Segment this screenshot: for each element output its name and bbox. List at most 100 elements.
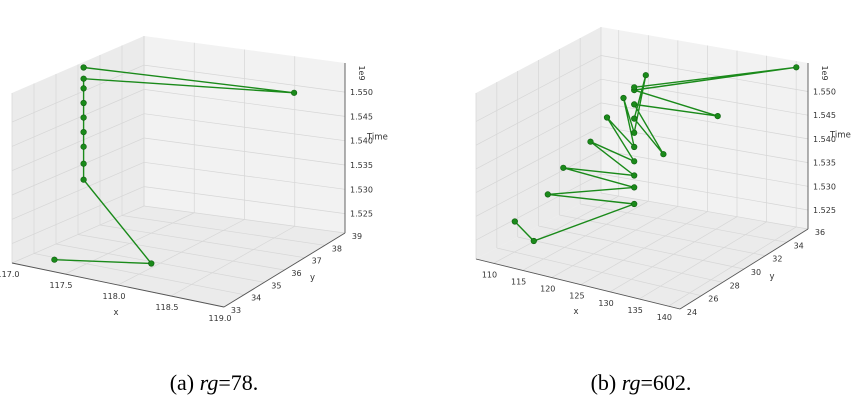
x-tick-label: 118.5 bbox=[156, 303, 179, 312]
x-axis-line bbox=[475, 258, 681, 310]
data-point bbox=[631, 101, 638, 108]
x-tick-label: 117.5 bbox=[50, 281, 73, 290]
y-tick-label: 39 bbox=[352, 232, 362, 241]
z-tick-label: 1.540 bbox=[813, 135, 836, 144]
data-point bbox=[603, 114, 611, 121]
data-point bbox=[80, 129, 87, 136]
data-point bbox=[631, 129, 638, 136]
panel-a: 117.0 117.5 118.0 118.5 119.033 34 35 36 37 38 39 1… bbox=[0, 36, 388, 323]
data-point bbox=[80, 143, 87, 150]
grid-y-floor bbox=[121, 215, 325, 246]
grid-y-floor bbox=[55, 243, 265, 283]
y-tick-label: 34 bbox=[251, 294, 261, 303]
z-tick-label: 1.525 bbox=[350, 210, 373, 219]
z-tick-label: 1.550 bbox=[350, 88, 373, 97]
y-tick-label: 26 bbox=[708, 295, 718, 304]
z-scale-offset: 1e9 bbox=[357, 65, 366, 80]
grid-y-floor bbox=[538, 225, 745, 270]
z-tick-label: 1.530 bbox=[350, 185, 373, 194]
data-point bbox=[620, 94, 627, 102]
y-axis-label: y bbox=[310, 273, 315, 283]
z-tick-label: 1.545 bbox=[350, 112, 373, 121]
x-tick-label: 119.0 bbox=[209, 314, 232, 323]
z-scale-offset: 1e9 bbox=[820, 65, 829, 80]
y-axis-label: y bbox=[769, 272, 774, 282]
data-point bbox=[530, 237, 537, 245]
data-point bbox=[631, 184, 638, 191]
x-axis-line bbox=[11, 262, 225, 308]
data-point bbox=[80, 64, 87, 71]
grid-z bbox=[11, 64, 346, 123]
data-point bbox=[80, 75, 87, 82]
grid-y-floor bbox=[600, 192, 809, 230]
grid-z bbox=[11, 113, 346, 172]
x-tick-label: 125 bbox=[569, 292, 584, 301]
y-axis-line bbox=[223, 232, 346, 308]
data-point bbox=[511, 218, 518, 225]
data-point bbox=[631, 158, 638, 165]
y-tick-label: 24 bbox=[687, 308, 697, 317]
panel-b: 110 115 120 125 130 135 140 24 26 28 30 32 34 36 1.525… bbox=[475, 27, 851, 322]
grid-z bbox=[11, 186, 346, 244]
x-tick-label: 130 bbox=[598, 299, 613, 308]
z-axis-label: Time bbox=[829, 131, 851, 141]
data-point bbox=[148, 260, 155, 267]
data-point bbox=[80, 176, 87, 183]
y-axis-line bbox=[679, 228, 809, 310]
data-point bbox=[560, 164, 567, 171]
x-axis-label: x bbox=[113, 308, 118, 318]
data-point bbox=[80, 160, 87, 167]
pane-back bbox=[601, 27, 808, 229]
z-tick-label: 1.525 bbox=[813, 206, 836, 215]
caption-b: (b) rg=602. bbox=[591, 370, 692, 395]
y-tick-label: 36 bbox=[291, 269, 301, 278]
x-tick-label: 120 bbox=[540, 285, 555, 294]
data-point bbox=[793, 64, 800, 71]
z-tick-label: 1.535 bbox=[813, 159, 836, 168]
grid-y-floor bbox=[559, 214, 766, 257]
data-point bbox=[291, 89, 298, 96]
x-tick-label: 135 bbox=[628, 306, 643, 315]
y-tick-label: 32 bbox=[772, 255, 782, 264]
pane-floor bbox=[476, 193, 808, 309]
grid-y-floor bbox=[143, 205, 346, 234]
z-axis-label: Time bbox=[366, 133, 388, 143]
data-point bbox=[631, 200, 638, 208]
z-tick-label: 1.545 bbox=[813, 111, 836, 120]
grid-z bbox=[475, 173, 809, 241]
y-tick-label: 36 bbox=[815, 228, 825, 237]
y-tick-label: 30 bbox=[751, 268, 761, 277]
grid-y-floor bbox=[496, 247, 702, 297]
z-tick-label: 1.530 bbox=[813, 182, 836, 191]
grid-z bbox=[11, 89, 346, 147]
grid-y-floor bbox=[580, 203, 787, 243]
y-tick-label: 37 bbox=[312, 257, 322, 266]
grid-z bbox=[11, 137, 346, 196]
z-tick-label: 1.535 bbox=[350, 161, 373, 170]
x-tick-label: 115 bbox=[511, 277, 526, 286]
grid-z bbox=[475, 78, 809, 146]
data-point bbox=[80, 114, 87, 121]
x-tick-label: 117.0 bbox=[0, 270, 19, 279]
grid-z bbox=[11, 161, 346, 220]
y-tick-label: 38 bbox=[332, 244, 342, 253]
data-point bbox=[631, 84, 638, 91]
caption-a: (a) rg=78. bbox=[170, 370, 259, 395]
grid-z bbox=[475, 102, 809, 170]
z-tick-label: 1.550 bbox=[813, 87, 836, 96]
grid-y-floor bbox=[517, 236, 723, 283]
x-tick-label: 140 bbox=[657, 313, 672, 322]
y-tick-label: 33 bbox=[231, 306, 241, 315]
data-point bbox=[631, 143, 638, 151]
grid-z bbox=[475, 126, 809, 193]
data-point bbox=[642, 72, 649, 79]
z-tick-label: 1.540 bbox=[350, 137, 373, 146]
data-point bbox=[80, 99, 87, 107]
grid-y-floor bbox=[99, 224, 305, 259]
data-point bbox=[714, 112, 721, 120]
grid-z bbox=[475, 55, 809, 122]
y-tick-label: 28 bbox=[730, 281, 740, 290]
data-point bbox=[80, 85, 87, 92]
data-point bbox=[631, 172, 638, 179]
